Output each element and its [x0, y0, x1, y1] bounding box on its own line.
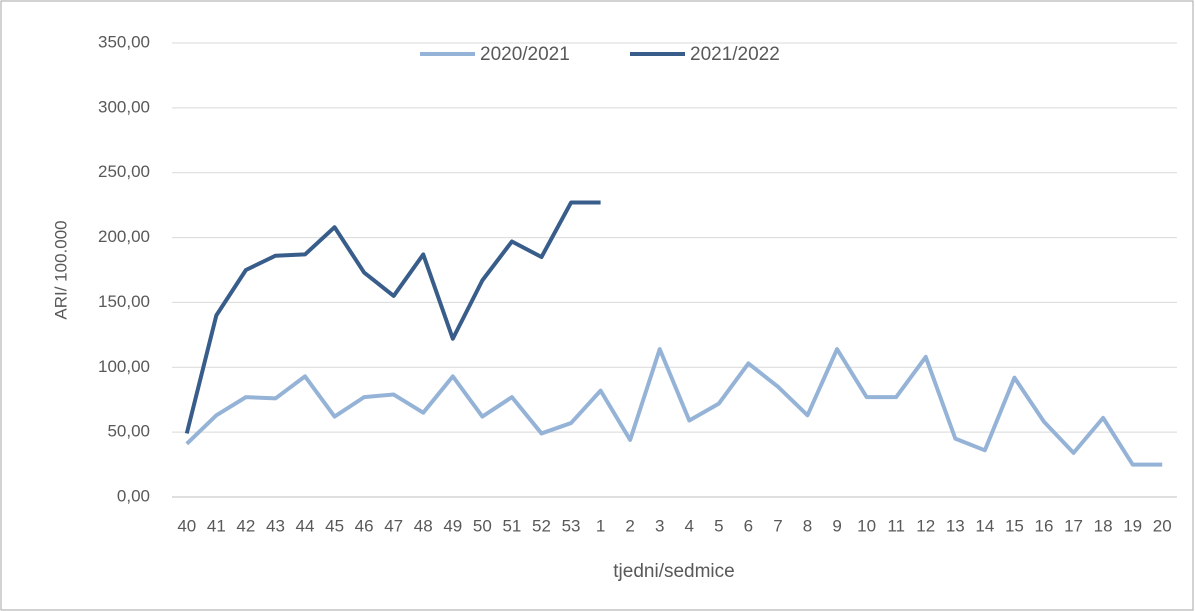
x-tick-label: 4: [685, 516, 694, 535]
x-tick-label: 8: [803, 516, 812, 535]
x-tick-label: 3: [655, 516, 664, 535]
x-tick-label: 49: [443, 516, 462, 535]
x-tick-label: 16: [1035, 516, 1054, 535]
x-tick-label: 18: [1094, 516, 1113, 535]
x-tick-label: 41: [207, 516, 226, 535]
x-tick-label: 1: [596, 516, 605, 535]
x-tick-label: 20: [1153, 516, 1172, 535]
y-tick-label: 50,00: [107, 422, 150, 441]
x-tick-label: 19: [1123, 516, 1142, 535]
x-tick-label: 51: [502, 516, 521, 535]
x-tick-label: 42: [236, 516, 255, 535]
x-tick-label: 5: [714, 516, 723, 535]
y-tick-label: 200,00: [98, 227, 150, 246]
x-tick-label: 9: [832, 516, 841, 535]
y-axis-label: ARI/ 100.000: [51, 220, 70, 319]
x-tick-label: 44: [296, 516, 315, 535]
x-tick-label: 12: [916, 516, 935, 535]
x-tick-label: 14: [975, 516, 994, 535]
series-line: [184, 200, 601, 434]
x-tick-label: 2: [625, 516, 634, 535]
x-tick-label: 40: [177, 516, 196, 535]
y-tick-label: 300,00: [98, 97, 150, 116]
x-tick-label: 45: [325, 516, 344, 535]
x-tick-label: 13: [946, 516, 965, 535]
x-tick-label: 10: [857, 516, 876, 535]
x-axis-label: tjedni/sedmice: [613, 561, 734, 582]
x-tick-label: 50: [473, 516, 492, 535]
x-tick-label: 48: [414, 516, 433, 535]
x-tick-label: 11: [887, 516, 905, 535]
x-tick-label: 15: [1005, 516, 1024, 535]
x-tick-label: 46: [355, 516, 374, 535]
x-tick-label: 53: [562, 516, 581, 535]
y-tick-label: 0,00: [117, 486, 150, 505]
y-tick-label: 150,00: [98, 292, 150, 311]
x-tick-label: 17: [1064, 516, 1083, 535]
y-tick-label: 350,00: [98, 32, 150, 51]
series-line: [185, 347, 1163, 467]
x-tick-label: 47: [384, 516, 403, 535]
y-tick-label: 100,00: [98, 357, 150, 376]
x-tick-label: 7: [773, 516, 782, 535]
x-tick-label: 52: [532, 516, 551, 535]
y-tick-label: 250,00: [98, 162, 150, 181]
legend-label: 2020/2021: [480, 44, 570, 65]
x-tick-label: 43: [266, 516, 285, 535]
x-tick-label: 6: [744, 516, 753, 535]
legend-label: 2021/2022: [690, 44, 780, 65]
